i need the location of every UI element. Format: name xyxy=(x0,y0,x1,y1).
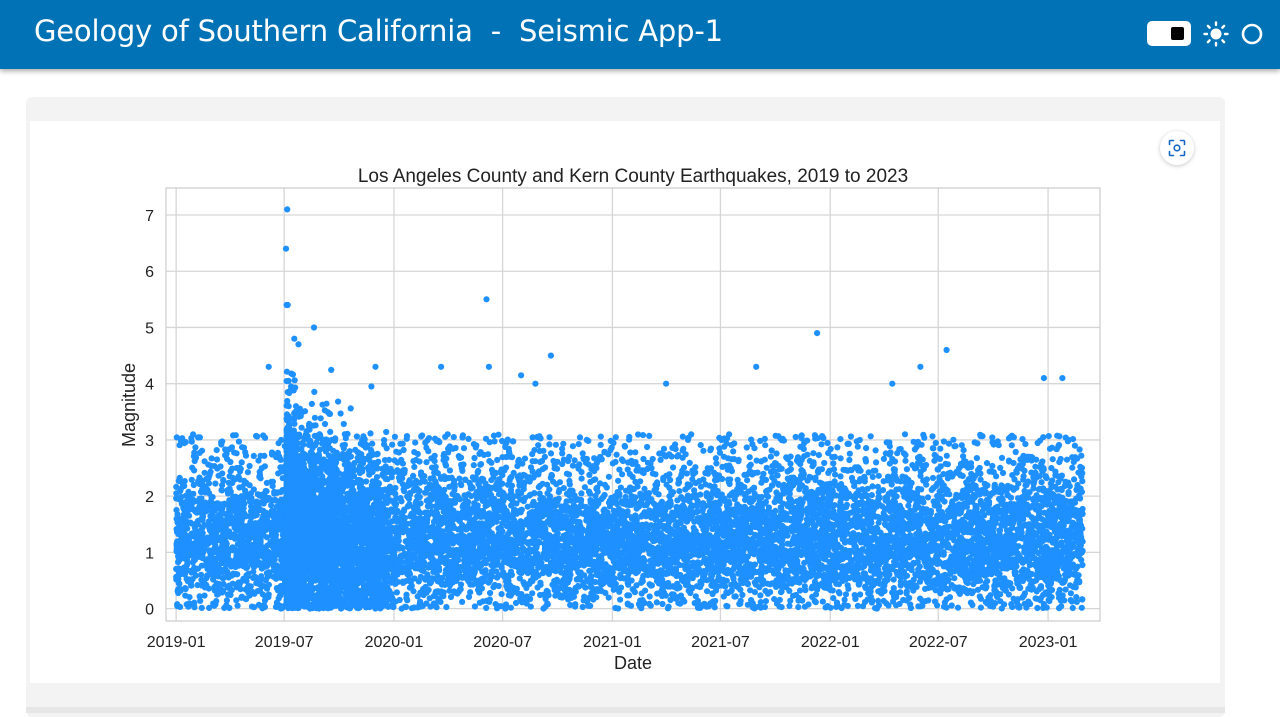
data-point xyxy=(209,455,215,461)
data-point xyxy=(891,577,897,583)
data-point xyxy=(421,563,427,569)
data-point xyxy=(251,604,257,610)
data-point xyxy=(220,477,226,483)
data-point xyxy=(824,585,830,591)
data-point xyxy=(480,598,486,604)
data-point xyxy=(1069,465,1075,471)
data-point xyxy=(845,586,851,592)
data-point xyxy=(797,516,803,522)
data-point xyxy=(1070,605,1076,611)
data-point xyxy=(394,589,400,595)
data-point xyxy=(624,592,630,598)
data-point xyxy=(606,474,612,480)
data-point xyxy=(978,605,984,611)
data-point xyxy=(832,472,838,478)
data-point xyxy=(198,489,204,495)
data-point xyxy=(942,572,948,578)
data-point xyxy=(494,457,500,463)
data-point xyxy=(704,588,710,594)
data-point xyxy=(955,605,961,611)
data-point xyxy=(737,601,743,607)
data-point xyxy=(471,455,477,461)
data-point xyxy=(843,591,849,597)
data-point xyxy=(443,604,449,610)
data-point xyxy=(897,572,903,578)
data-point xyxy=(951,575,957,581)
data-point xyxy=(649,582,655,588)
data-point xyxy=(908,605,914,611)
data-point xyxy=(450,540,456,546)
data-point xyxy=(617,597,623,603)
data-point xyxy=(897,589,903,595)
data-point xyxy=(557,594,563,600)
data-point xyxy=(680,496,686,502)
data-point xyxy=(459,599,465,605)
data-point xyxy=(767,589,773,595)
data-point xyxy=(407,585,413,591)
data-point xyxy=(487,590,493,596)
data-point xyxy=(1008,601,1014,607)
data-point xyxy=(693,593,699,599)
data-point xyxy=(592,579,598,585)
data-point xyxy=(776,603,782,609)
data-point xyxy=(274,585,280,591)
data-point xyxy=(471,462,477,468)
data-point xyxy=(1035,575,1041,581)
circle-icon[interactable] xyxy=(1240,22,1264,46)
data-point xyxy=(235,603,241,609)
data-point xyxy=(949,602,955,608)
data-point xyxy=(399,569,405,575)
data-point xyxy=(983,584,989,590)
dark-mode-toggle[interactable] xyxy=(1147,21,1191,46)
data-point xyxy=(654,479,660,485)
data-point xyxy=(423,600,429,606)
data-point xyxy=(628,603,634,609)
data-point xyxy=(199,605,205,611)
data-point xyxy=(647,593,653,599)
data-point xyxy=(1067,582,1073,588)
data-point xyxy=(615,478,621,484)
sun-icon[interactable] xyxy=(1203,21,1229,47)
data-point xyxy=(640,597,646,603)
data-point xyxy=(397,597,403,603)
data-point xyxy=(579,476,585,482)
data-point xyxy=(639,590,645,596)
app-header: Geology of Southern California - Seismic… xyxy=(0,0,1280,69)
toggle-knob xyxy=(1171,27,1184,40)
data-point xyxy=(801,560,807,566)
data-point xyxy=(227,592,233,598)
data-point xyxy=(1063,587,1069,593)
data-point xyxy=(744,477,750,483)
app-title: Geology of Southern California - Seismic… xyxy=(34,14,723,48)
data-point xyxy=(1068,590,1074,596)
